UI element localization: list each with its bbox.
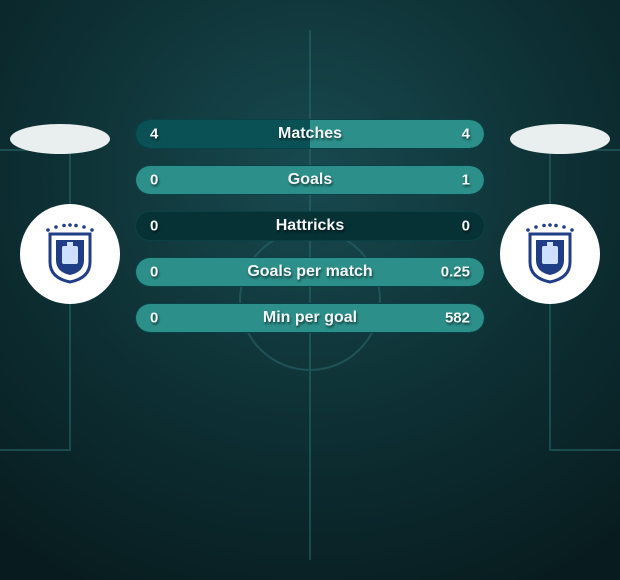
stat-label: Matches [278, 125, 342, 143]
stat-value-right: 0 [462, 218, 470, 235]
stat-value-right: 0.25 [441, 264, 470, 281]
stat-value-left: 0 [150, 264, 158, 281]
stat-value-left: 4 [150, 126, 158, 143]
stat-label: Min per goal [263, 309, 357, 327]
stat-row: 0 0.25 Goals per match [135, 257, 485, 287]
stat-row: 4 4 Matches [135, 119, 485, 149]
stat-value-left: 0 [150, 218, 158, 235]
player-head-left [10, 124, 110, 154]
stat-row: 0 582 Min per goal [135, 303, 485, 333]
stat-value-right: 582 [445, 310, 470, 327]
stat-row: 0 0 Hattricks [135, 211, 485, 241]
stats-area: 4 4 Matches 0 1 Goals 0 0 Hattricks 0 0.25 Goals pe… [0, 119, 620, 329]
pachuca-crest-icon [518, 222, 582, 286]
stat-row: 0 1 Goals [135, 165, 485, 195]
stat-label: Goals [288, 171, 332, 189]
player-head-right [510, 124, 610, 154]
stat-value-right: 1 [462, 172, 470, 189]
stat-label: Hattricks [276, 217, 344, 235]
stat-value-left: 0 [150, 310, 158, 327]
stat-rows: 4 4 Matches 0 1 Goals 0 0 Hattricks 0 0.25 Goals pe… [135, 119, 485, 349]
club-badge-left [20, 204, 120, 304]
pachuca-crest-icon [38, 222, 102, 286]
club-badge-right [500, 204, 600, 304]
stat-value-left: 0 [150, 172, 158, 189]
stat-label: Goals per match [247, 263, 372, 281]
stat-value-right: 4 [462, 126, 470, 143]
